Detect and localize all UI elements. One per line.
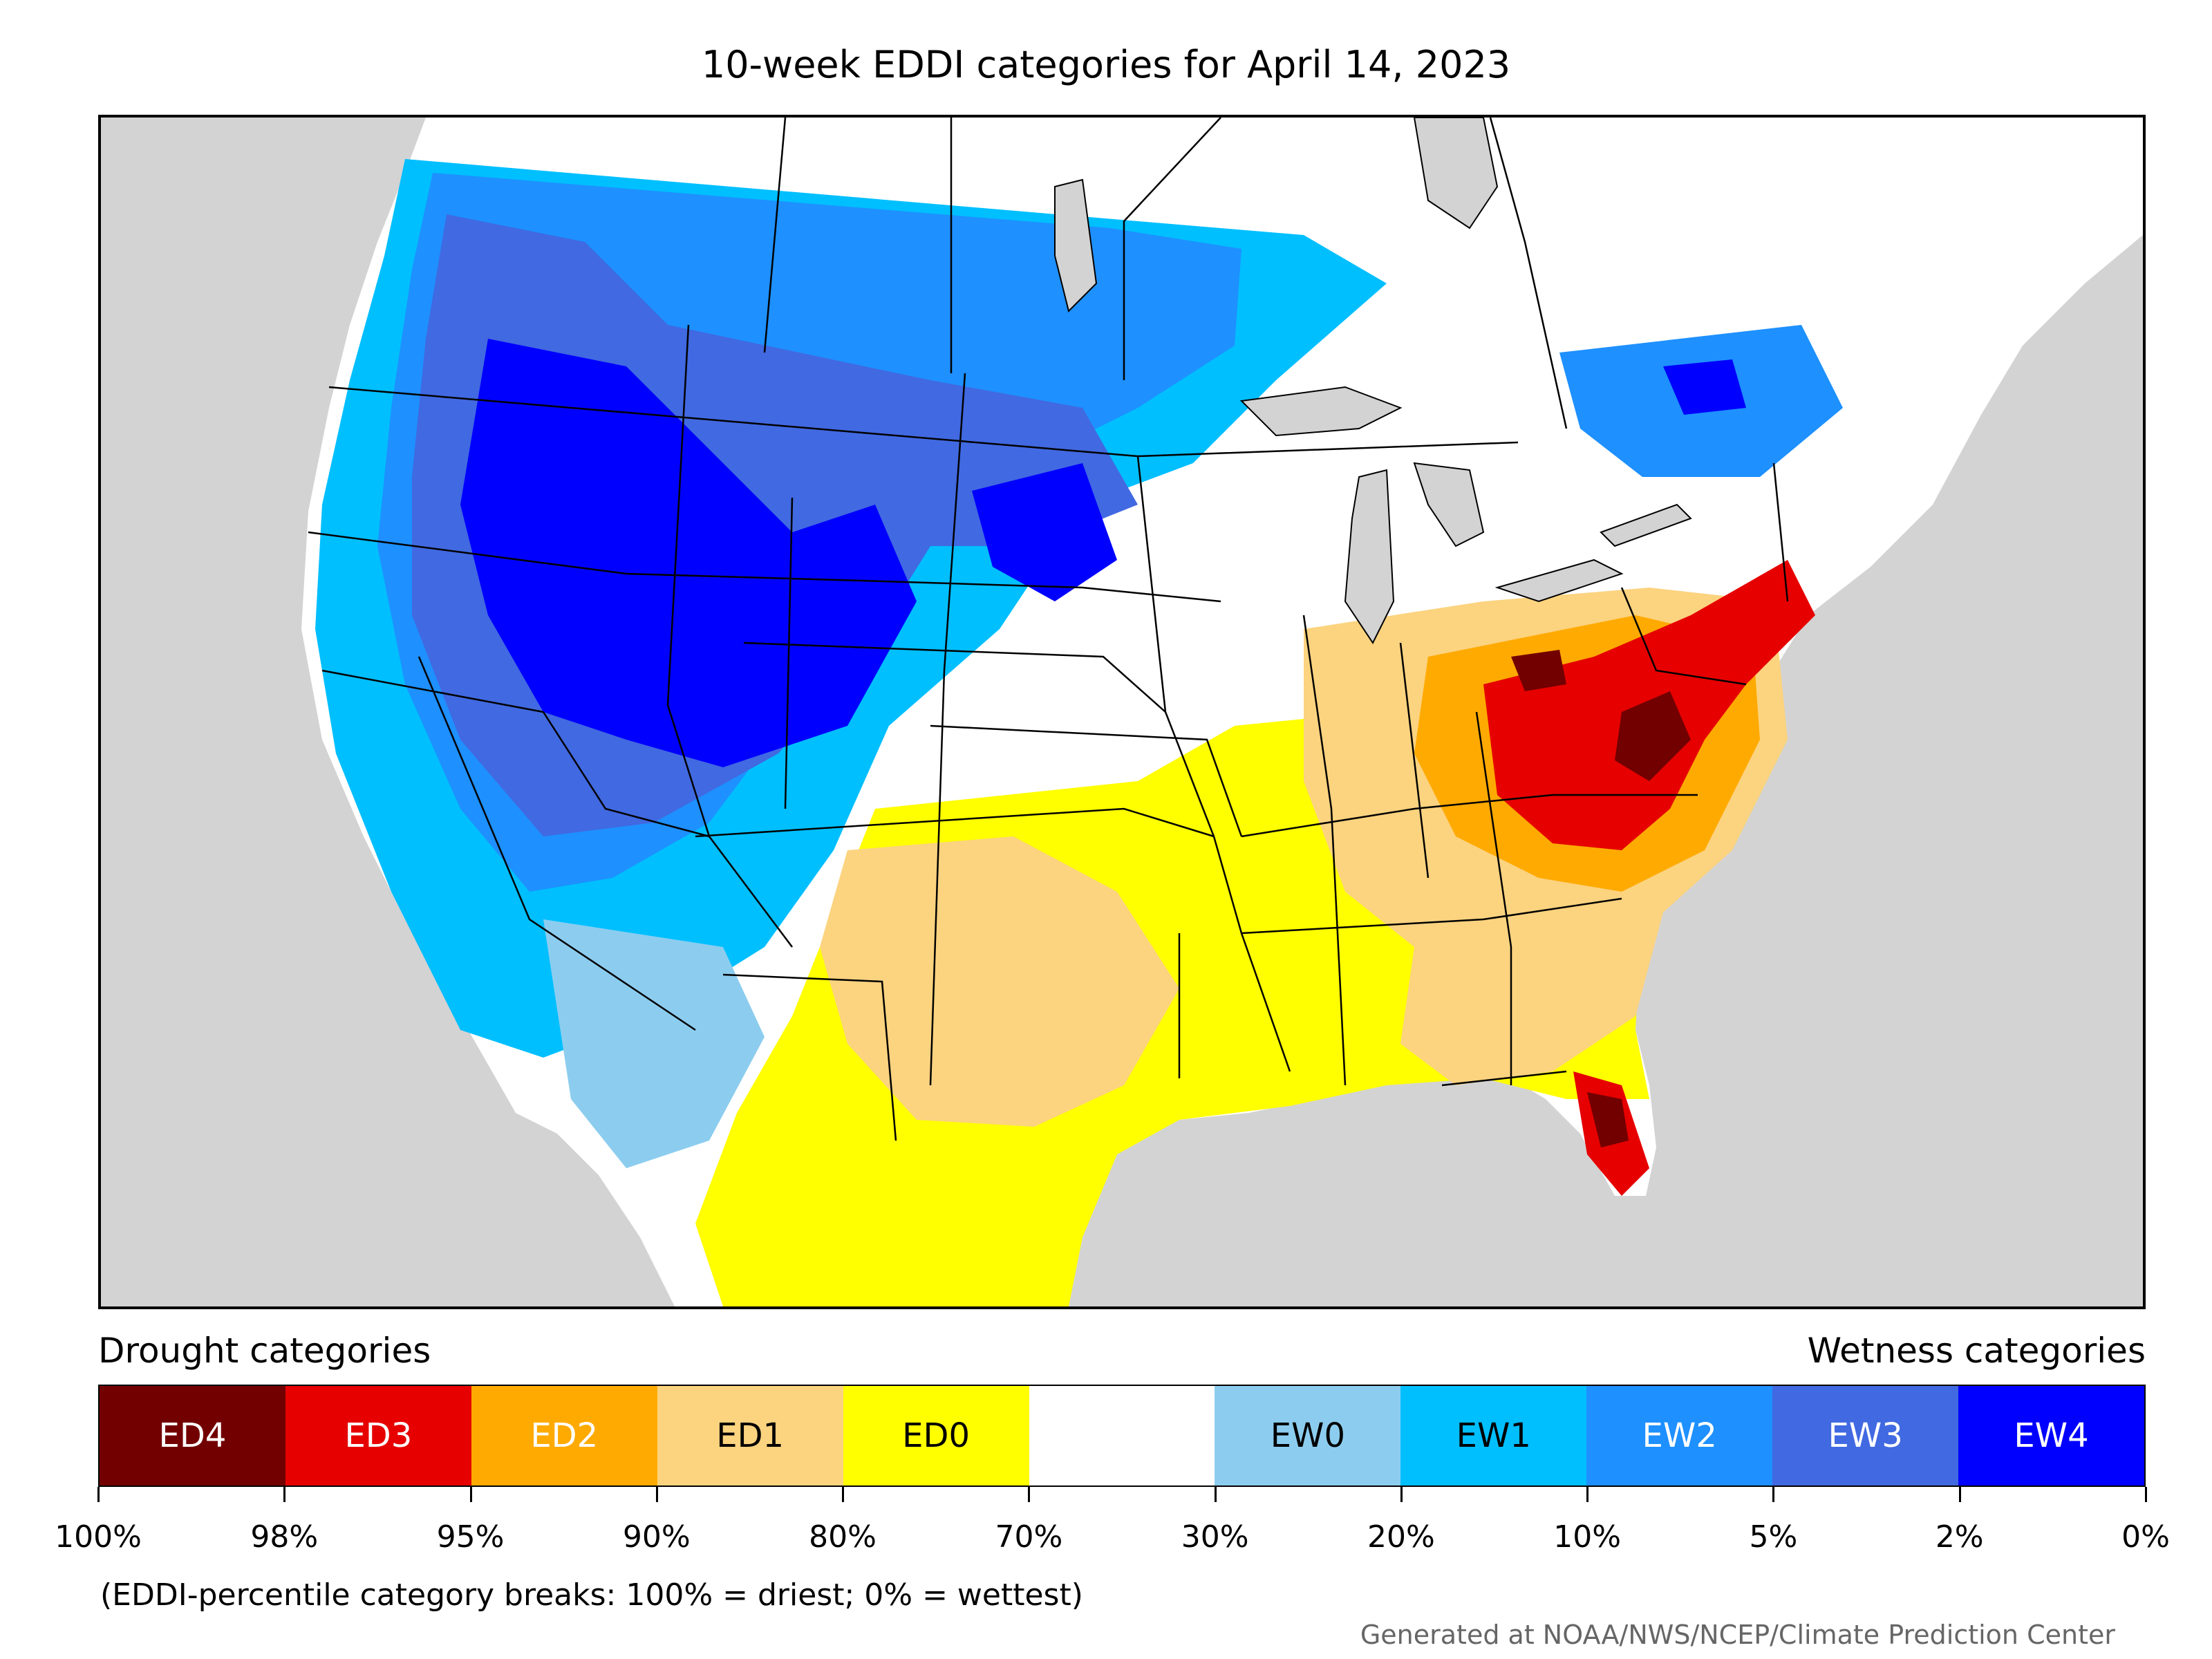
colorbar-cell: ED2 <box>471 1386 657 1485</box>
wetness-heading: Wetness categories <box>1807 1331 2146 1371</box>
province-borders <box>763 118 1568 429</box>
colorbar-tick-label: 90% <box>622 1519 691 1555</box>
colorbar-cell: ED1 <box>657 1386 843 1485</box>
state-borders <box>308 324 1789 1141</box>
wet-ew4-quebec <box>1663 359 1746 415</box>
wet-ew4-dakota <box>972 463 1117 601</box>
colorbar-tick-label: 10% <box>1553 1519 1622 1555</box>
colorbar-ticks <box>97 1487 2147 1503</box>
dry-ed4-florida <box>1587 1092 1629 1147</box>
colorbar-tick-label: 20% <box>1367 1519 1435 1555</box>
colorbar-cell: ED3 <box>285 1386 471 1485</box>
colorbar-tick <box>842 1487 845 1502</box>
dry-ed4-virginia <box>1615 691 1691 781</box>
colorbar-cell: EW2 <box>1586 1386 1773 1485</box>
colorbar-cell: EW4 <box>1958 1386 2144 1485</box>
colorbar-tick <box>1958 1487 1961 1502</box>
colorbar-tick <box>469 1487 472 1502</box>
colorbar-tick-label: 95% <box>436 1519 505 1555</box>
colorbar-tick <box>1400 1487 1403 1502</box>
colorbar-tick <box>1214 1487 1217 1502</box>
category-colorbar: ED4 ED3 ED2 ED1 ED0 EW0 EW1 EW2 EW3 EW4 <box>98 1385 2146 1487</box>
colorbar-tick-label: 100% <box>55 1519 142 1555</box>
colorbar-tick <box>655 1487 658 1502</box>
colorbar-tick <box>283 1487 286 1502</box>
credit-line: Generated at NOAA/NWS/NCEP/Climate Predi… <box>1360 1620 2115 1650</box>
wet-ew0-southwest <box>543 919 765 1168</box>
drought-heading: Drought categories <box>98 1331 431 1371</box>
colorbar-cell: EW0 <box>1215 1386 1401 1485</box>
colorbar-cell: EW3 <box>1772 1386 1959 1485</box>
hudson-bay-edge <box>1054 118 1499 312</box>
map-title: 10-week EDDI categories for April 14, 20… <box>701 43 1511 86</box>
colorbar-tick <box>1586 1487 1589 1502</box>
colorbar-cell: ED4 <box>100 1386 285 1485</box>
colorbar-tick-label: 5% <box>1749 1519 1798 1555</box>
category-note: (EDDI-percentile category breaks: 100% =… <box>100 1577 1083 1613</box>
dry-ed1-region <box>820 836 1179 1127</box>
colorbar-tick-label: 98% <box>250 1519 319 1555</box>
colorbar-tick <box>2145 1487 2147 1502</box>
colorbar-cell <box>1029 1386 1215 1485</box>
great-lakes <box>1239 386 1692 644</box>
colorbar-tick-label: 70% <box>995 1519 1063 1555</box>
colorbar-tick <box>1772 1487 1775 1502</box>
colorbar-tick-label: 0% <box>2121 1519 2170 1555</box>
colorbar-tick-label: 80% <box>809 1519 877 1555</box>
colorbar-tick <box>1028 1487 1031 1502</box>
map-panel <box>98 115 2146 1309</box>
colorbar-cell: EW1 <box>1400 1386 1587 1485</box>
gulf-of-california <box>516 1141 654 1306</box>
colorbar-tick-label: 2% <box>1935 1519 1984 1555</box>
colorbar-tick <box>97 1487 100 1502</box>
dry-ed4-ohio <box>1511 650 1566 691</box>
eddi-map <box>301 118 2143 1306</box>
wet-ew4-region <box>460 339 917 767</box>
colorbar-tick-label: 30% <box>1181 1519 1249 1555</box>
colorbar-cell: ED0 <box>843 1386 1029 1485</box>
